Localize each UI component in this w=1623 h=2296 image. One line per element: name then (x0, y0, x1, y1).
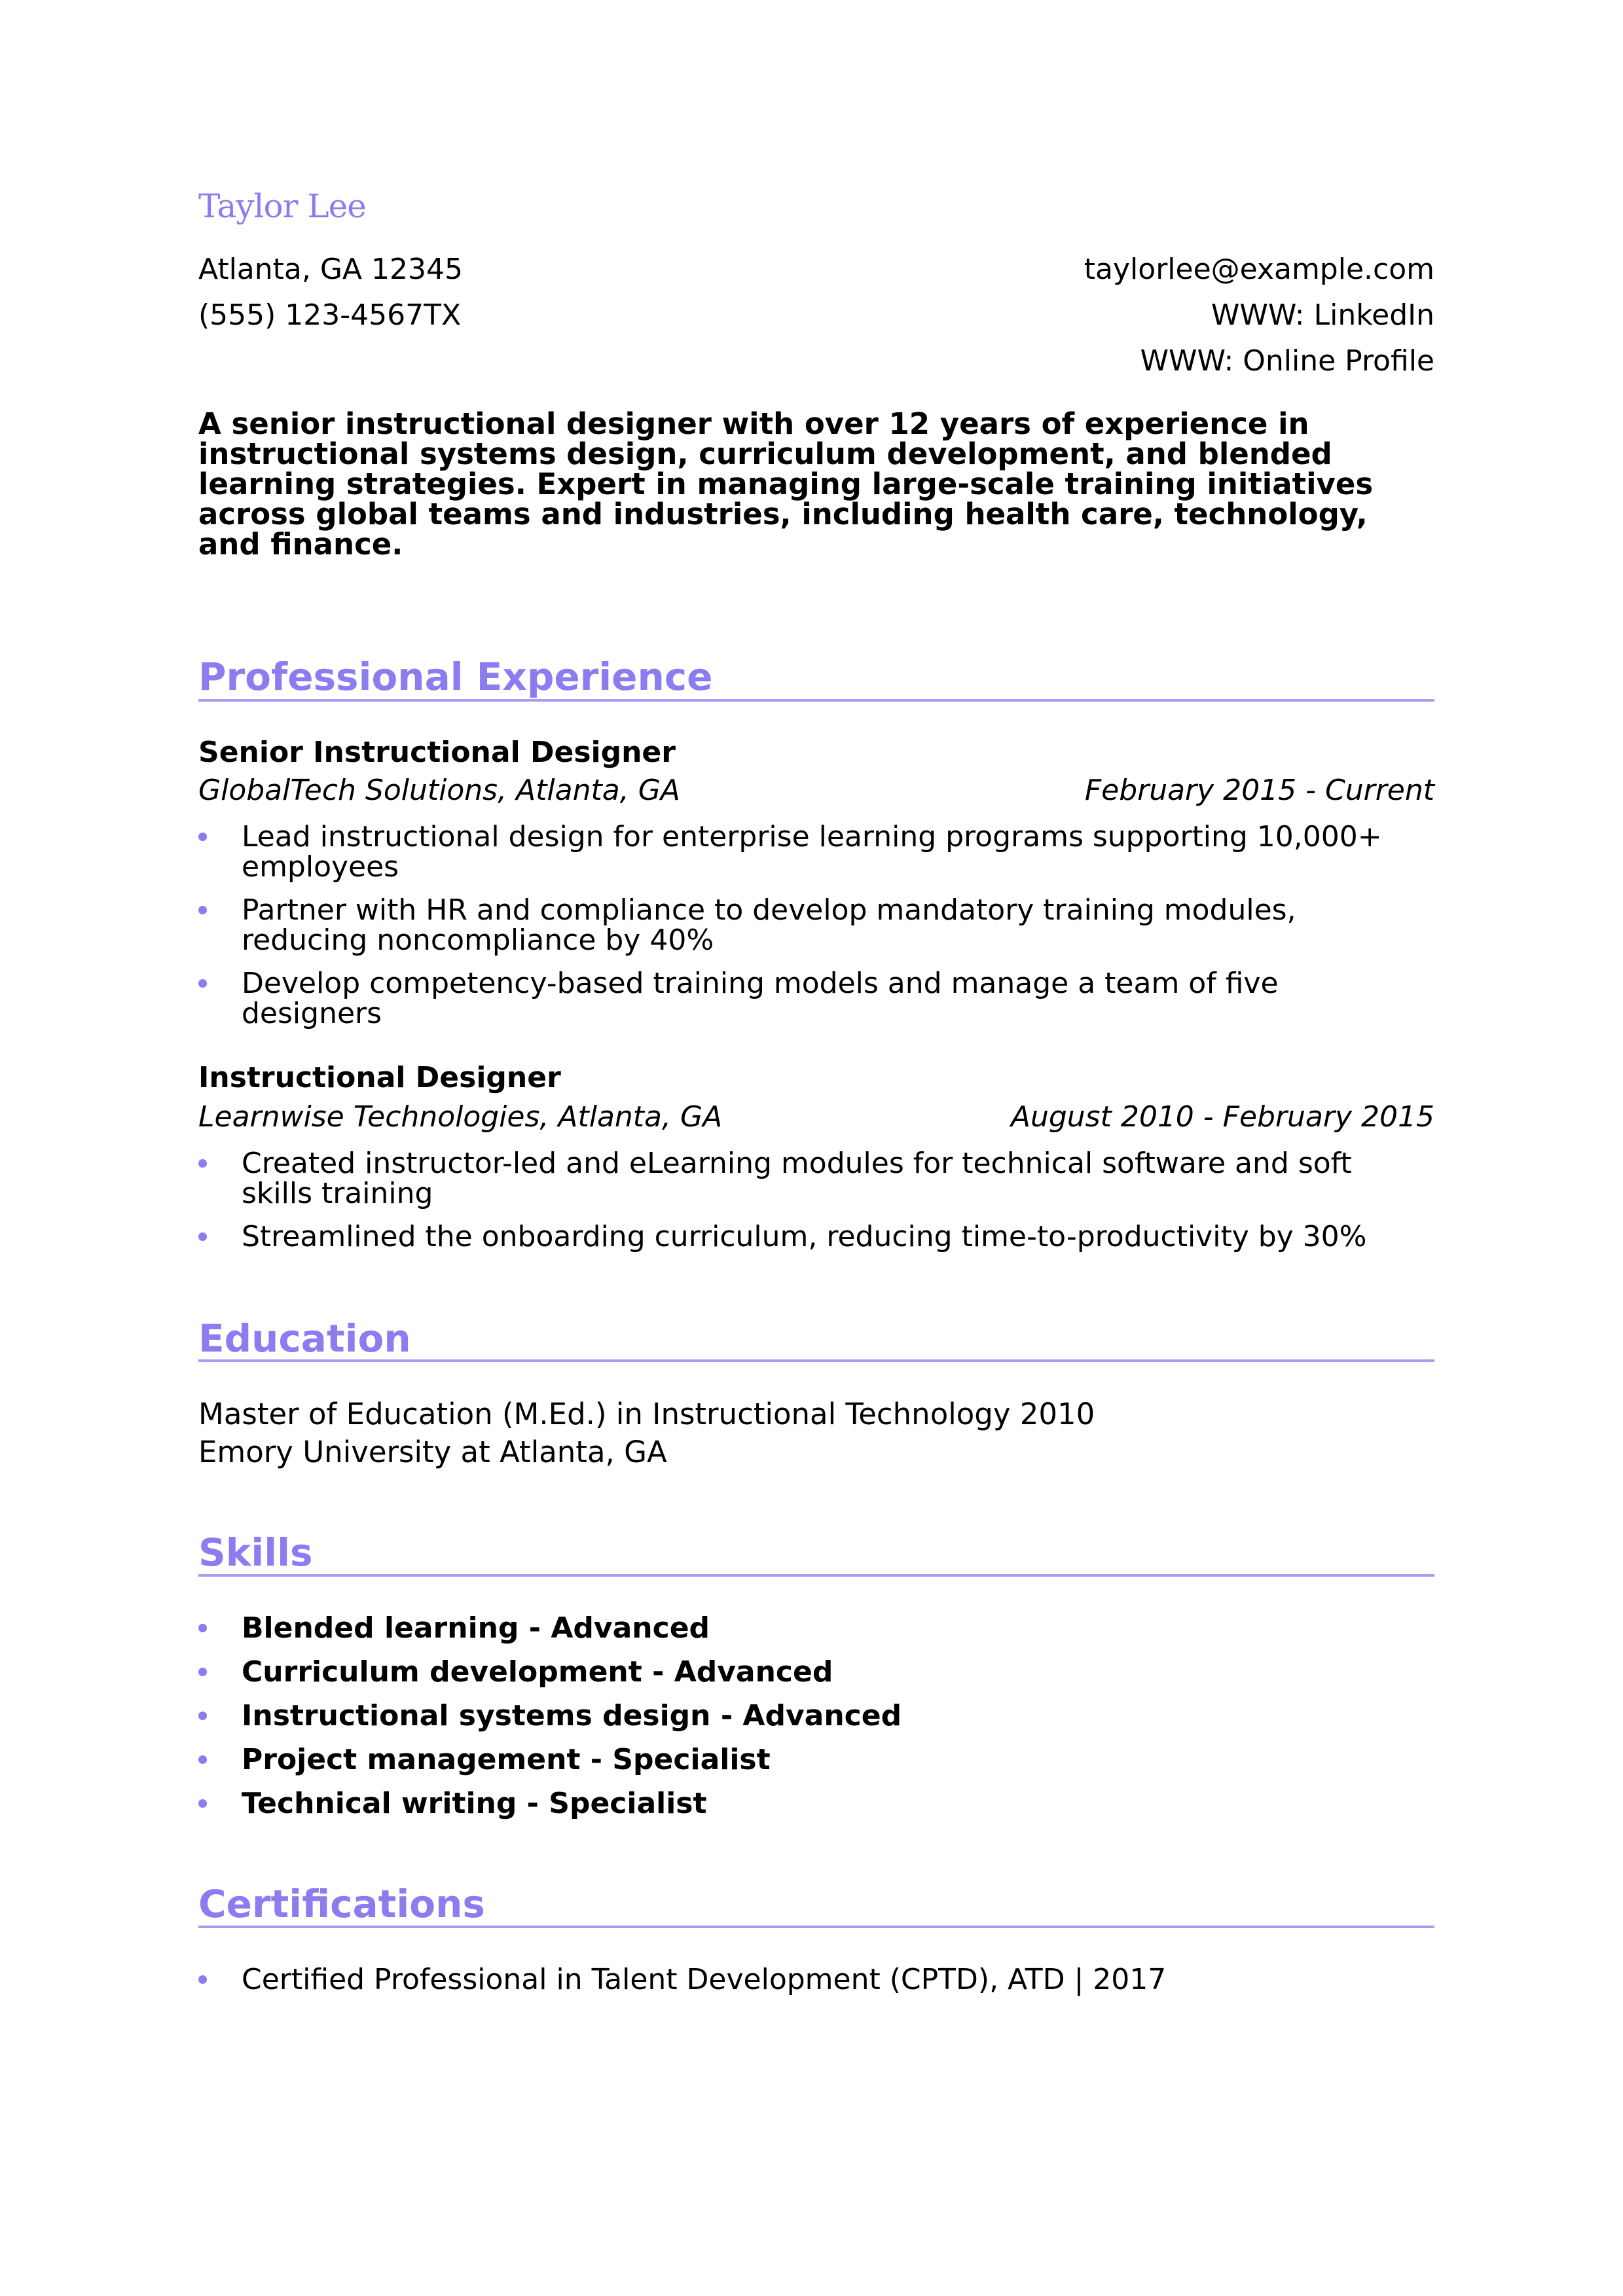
bullet-text: Created instructor-led and eLearning mod… (242, 1147, 1352, 1210)
bullet-icon (198, 1755, 207, 1764)
job-title: Instructional Designer (198, 1061, 561, 1094)
bullet-icon (198, 979, 207, 988)
education-degree: Master of Education (M.Ed.) in Instructi… (198, 1397, 1095, 1431)
online-profile-link[interactable]: WWW: Online Profile (1140, 344, 1434, 378)
bullet-icon (198, 833, 207, 841)
skill-text: Instructional systems design - Advanced (242, 1699, 902, 1732)
section-title-skills: Skills (198, 1530, 313, 1575)
linkedin-link[interactable]: WWW: LinkedIn (1211, 298, 1434, 332)
certification-text: Certified Professional in Talent Develop… (242, 1963, 1167, 1996)
section-divider (198, 1574, 1434, 1577)
section-title-experience: Professional Experience (198, 655, 713, 699)
bullet-text: Partner with HR and compliance to develo… (242, 893, 1296, 957)
section-divider (198, 699, 1434, 702)
bullet-text: Develop competency-based training models… (242, 967, 1279, 1030)
bullet-icon (198, 1232, 207, 1241)
job-dates: February 2015 - Current (1084, 774, 1434, 807)
job-company: GlobalTech Solutions, Atlanta, GA (198, 774, 680, 807)
section-title-education: Education (198, 1316, 411, 1361)
education-school: Emory University at Atlanta, GA (198, 1435, 667, 1469)
bullet-icon (198, 1159, 207, 1168)
bullet-text: Streamlined the onboarding curriculum, r… (242, 1220, 1367, 1253)
bullet-icon (198, 1975, 207, 1984)
bullet-icon (198, 1668, 207, 1676)
bullet-icon (198, 906, 207, 914)
section-title-certifications: Certifications (198, 1882, 485, 1926)
job-title: Senior Instructional Designer (198, 736, 676, 769)
professional-summary: A senior instructional designer with ove… (198, 406, 1374, 562)
email-link[interactable]: taylorlee@example.com (1084, 253, 1434, 286)
skill-text: Technical writing - Specialist (242, 1787, 707, 1820)
job-company: Learnwise Technologies, Atlanta, GA (198, 1100, 723, 1134)
job-dates: August 2010 - February 2015 (1010, 1100, 1434, 1134)
skill-text: Blended learning - Advanced (242, 1611, 710, 1645)
location: Atlanta, GA 12345 (198, 253, 463, 286)
bullet-text: Lead instructional design for enterprise… (242, 820, 1382, 884)
bullet-icon (198, 1712, 207, 1720)
skill-text: Curriculum development - Advanced (242, 1655, 833, 1689)
bullet-icon (198, 1624, 207, 1632)
section-divider (198, 1926, 1434, 1928)
skill-text: Project management - Specialist (242, 1743, 771, 1776)
bullet-icon (198, 1799, 207, 1808)
section-divider (198, 1359, 1434, 1362)
phone: (555) 123-4567TX (198, 298, 462, 332)
candidate-name: Taylor Lee (198, 187, 367, 225)
